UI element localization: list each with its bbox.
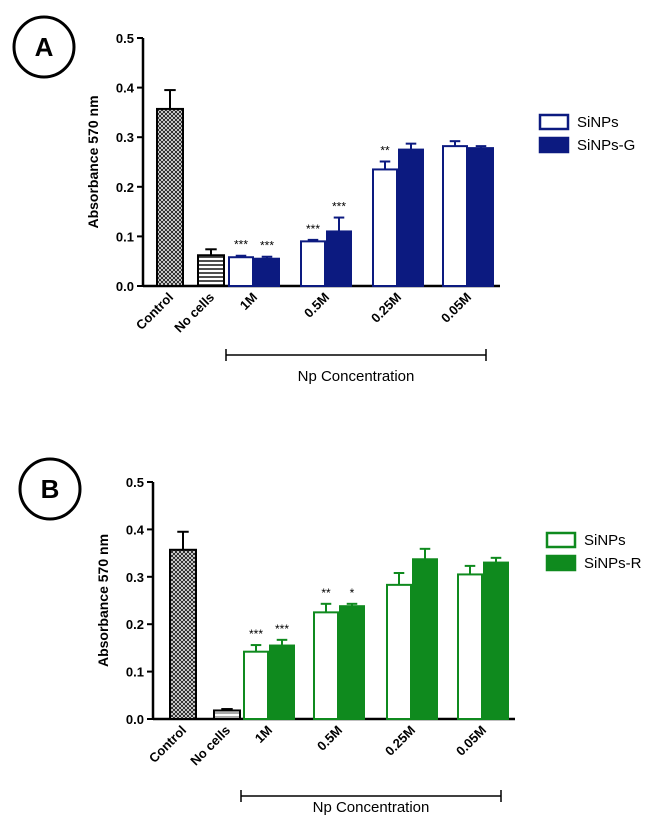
bar-sinps-r-0.05M	[483, 561, 509, 721]
x-tick-label: No cells	[171, 290, 217, 336]
legend-swatch	[545, 531, 577, 549]
bar-control	[169, 548, 197, 720]
bar-no-cells	[213, 709, 241, 721]
y-tick-label: 0.1	[116, 229, 134, 244]
panel-label-circle	[18, 457, 82, 521]
legend-swatch	[538, 136, 570, 154]
bar-sinps-g-0.25M	[398, 148, 424, 287]
bar-sinps-r-0.25M	[412, 558, 438, 721]
y-tick-label: 0.3	[116, 130, 134, 145]
bar-control	[156, 107, 184, 288]
y-axis-title: Absorbance 570 nm	[85, 95, 101, 228]
x-tick-label: Control	[146, 723, 189, 766]
y-axis-title: Absorbance 570 nm	[95, 534, 111, 667]
panel-label: B	[41, 474, 60, 504]
panel-label: A	[35, 32, 54, 62]
bar-sinps-0.05M	[457, 573, 483, 720]
bar-sinps-1M	[243, 650, 269, 721]
y-tick-label: 0.4	[116, 81, 135, 96]
x-tick-label: 0.05M	[438, 290, 474, 326]
y-tick-label: 0.5	[126, 475, 144, 490]
bar-no-cells	[197, 254, 225, 288]
x-tick-label: 1M	[237, 290, 260, 313]
group-label: Np Concentration	[298, 368, 415, 385]
x-tick-label: 0.5M	[301, 290, 332, 321]
legend-swatch	[538, 113, 570, 131]
bar-sinps-g-0.05M	[468, 147, 494, 287]
bar-sinps-0.5M	[300, 240, 326, 287]
bar-sinps-0.25M	[386, 583, 412, 720]
bar-sinps-g-0.5M	[326, 230, 352, 288]
y-tick-label: 0.2	[116, 180, 134, 195]
significance-label: **	[321, 586, 331, 600]
legend-swatch	[545, 554, 577, 572]
legend-label: SiNPs-R	[584, 555, 642, 572]
y-tick-label: 0.1	[126, 665, 144, 680]
bar-sinps-1M	[228, 256, 254, 287]
significance-label: **	[380, 144, 390, 158]
y-tick-label: 0.3	[126, 570, 144, 585]
x-tick-label: 0.25M	[382, 723, 418, 759]
significance-label: ***	[260, 239, 274, 253]
significance-label: ***	[306, 222, 320, 236]
y-tick-label: 0.2	[126, 617, 144, 632]
legend-label: SiNPs-G	[577, 137, 635, 154]
x-tick-label: Control	[133, 290, 176, 333]
group-label: Np Concentration	[313, 799, 430, 816]
y-tick-label: 0.5	[116, 31, 134, 46]
legend-label: SiNPs	[577, 114, 619, 131]
legend-label: SiNPs	[584, 532, 626, 549]
bar-sinps-r-0.5M	[339, 605, 365, 720]
bar-sinps-0.5M	[313, 611, 339, 720]
bar-sinps-g-1M	[254, 257, 280, 288]
y-tick-label: 0.4	[126, 522, 145, 537]
significance-label: ***	[332, 200, 346, 214]
significance-label: ***	[275, 622, 289, 636]
significance-label: ***	[249, 627, 263, 641]
panel-label-circle	[12, 15, 76, 79]
bar-sinps-0.25M	[372, 168, 398, 287]
bar-sinps-0.05M	[442, 145, 468, 287]
x-tick-label: 0.5M	[314, 723, 345, 754]
significance-label: ***	[234, 238, 248, 252]
y-tick-label: 0.0	[126, 712, 144, 727]
x-tick-label: 0.25M	[368, 290, 404, 326]
x-tick-label: No cells	[187, 723, 233, 769]
x-tick-label: 1M	[252, 723, 275, 746]
x-tick-label: 0.05M	[453, 723, 489, 759]
significance-label: *	[350, 586, 355, 600]
bar-sinps-r-1M	[269, 644, 295, 721]
y-tick-label: 0.0	[116, 279, 134, 294]
